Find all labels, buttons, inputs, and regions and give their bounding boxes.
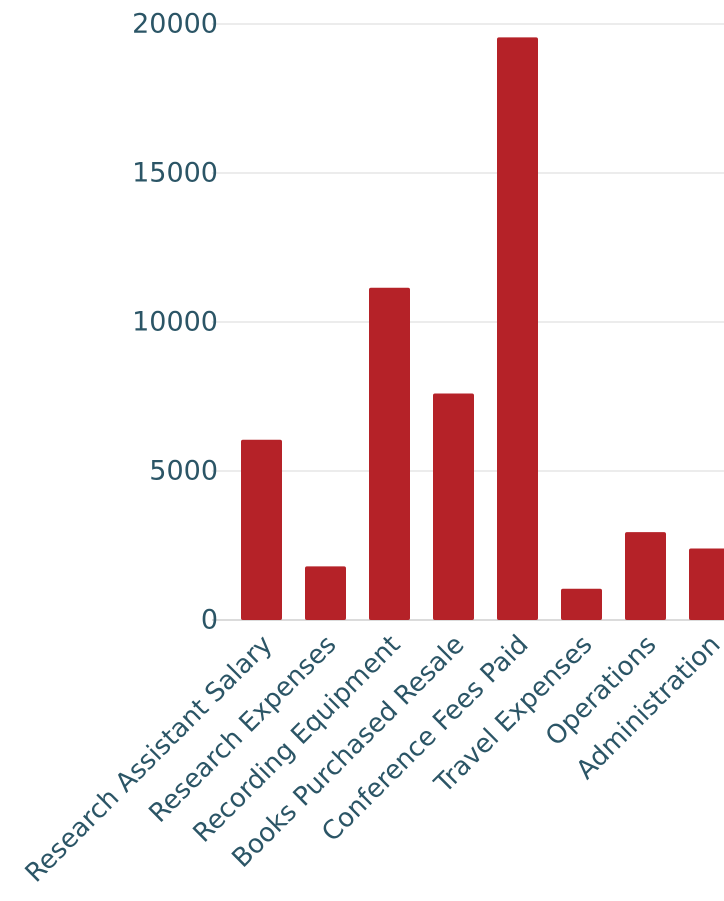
- bar: [689, 548, 724, 620]
- bars: [241, 37, 724, 621]
- bar: [433, 393, 474, 620]
- y-tick-label: 10000: [132, 307, 218, 338]
- y-tick-label: 5000: [149, 456, 218, 487]
- bar: [369, 287, 410, 620]
- bar: [305, 566, 346, 620]
- y-tick-label: 15000: [132, 158, 218, 189]
- bar: [625, 532, 666, 620]
- bar: [241, 439, 282, 620]
- y-tick-label: 0: [201, 605, 218, 636]
- bar: [561, 588, 602, 620]
- bar: [497, 37, 538, 621]
- y-axis-tick-labels: 0 5000 10000 15000 20000: [132, 9, 218, 636]
- y-tick-label: 20000: [132, 9, 218, 40]
